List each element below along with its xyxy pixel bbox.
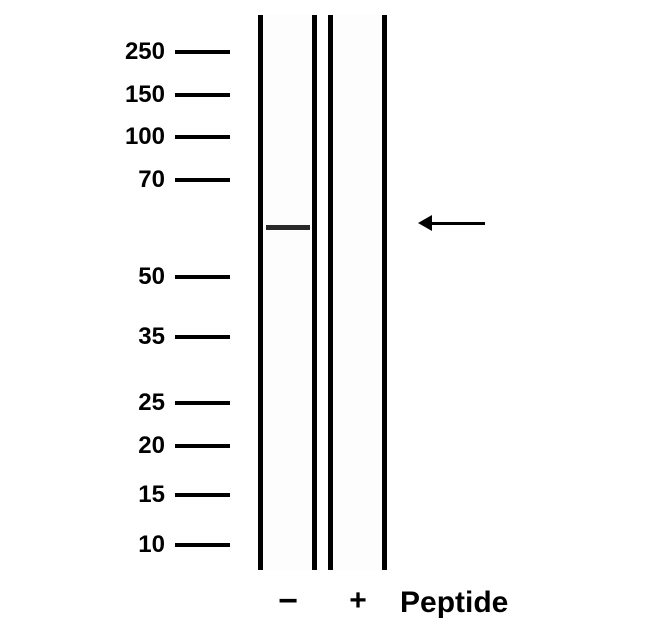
mw-tick-10 xyxy=(175,543,230,547)
mw-label-25: 25 xyxy=(0,389,165,417)
lane-minus-left-border xyxy=(258,15,263,570)
lane-minus-right-border xyxy=(312,15,317,570)
lane-plus-left-border xyxy=(328,15,333,570)
indicator-arrow-shaft xyxy=(430,222,485,225)
mw-tick-35 xyxy=(175,335,230,339)
mw-label-35: 35 xyxy=(0,323,165,351)
mw-label-15: 15 xyxy=(0,481,165,509)
lane-label-plus: + xyxy=(338,584,378,618)
mw-label-10: 10 xyxy=(0,531,165,559)
mw-tick-150 xyxy=(175,93,230,97)
lane-plus xyxy=(330,15,385,570)
mw-tick-250 xyxy=(175,50,230,54)
mw-tick-20 xyxy=(175,444,230,448)
mw-tick-15 xyxy=(175,493,230,497)
lane-minus xyxy=(260,15,315,570)
western-blot-figure: 250 150 100 70 50 35 25 20 15 10 − + Pep… xyxy=(0,0,650,644)
lane-plus-right-border xyxy=(382,15,387,570)
lane-label-peptide: Peptide xyxy=(400,586,560,620)
mw-label-70: 70 xyxy=(0,166,165,194)
mw-label-150: 150 xyxy=(0,81,165,109)
mw-label-250: 250 xyxy=(0,38,165,66)
mw-label-100: 100 xyxy=(0,123,165,151)
indicator-arrow-head xyxy=(418,215,432,231)
mw-tick-100 xyxy=(175,135,230,139)
lane-label-minus: − xyxy=(268,582,308,621)
mw-tick-70 xyxy=(175,178,230,182)
mw-label-20: 20 xyxy=(0,432,165,460)
mw-label-50: 50 xyxy=(0,263,165,291)
lane-minus-band xyxy=(266,225,310,230)
mw-tick-50 xyxy=(175,275,230,279)
mw-tick-25 xyxy=(175,401,230,405)
